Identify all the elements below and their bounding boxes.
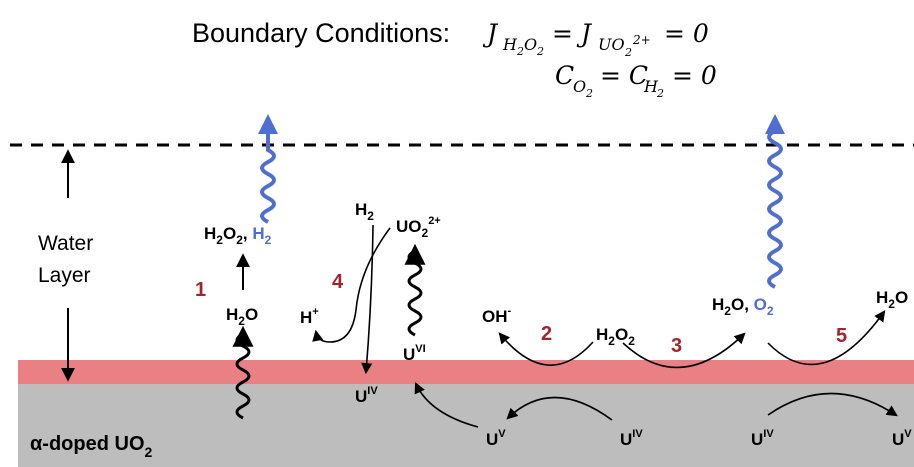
reaction-3-arrow <box>622 332 746 369</box>
uv-to-uvi-arrow <box>414 381 479 428</box>
oxidation-arrow-uv-uiv <box>506 396 613 421</box>
step-4: 4 <box>332 271 344 293</box>
h2o2-label: H2O2 <box>596 325 635 348</box>
uvi-dissolution-wave <box>404 243 426 337</box>
step-3: 3 <box>671 335 682 357</box>
equation-concentration: C O 2 = C H 2 = 0 <box>555 61 717 100</box>
h2o-label-1: H2O <box>226 305 258 328</box>
svg-text:2: 2 <box>656 87 664 100</box>
svg-text:O: O <box>524 35 537 54</box>
o2-diffusion-wave <box>765 114 785 289</box>
reaction-5-arrow-up <box>767 310 886 366</box>
uo2-2plus-label: UO22+ <box>396 215 441 240</box>
svg-text:2: 2 <box>585 87 593 100</box>
svg-text:H: H <box>643 77 659 96</box>
equation-flux: J H 2 O 2 = J UO 2 2+ = 0 <box>482 19 709 59</box>
uo2-substrate <box>18 382 914 467</box>
h2-diffusion-wave <box>258 114 278 224</box>
svg-text:= 0: = 0 <box>672 61 717 90</box>
reaction-5-arrow-down <box>767 392 898 417</box>
svg-text:J: J <box>482 19 499 48</box>
water-label: Water <box>38 232 93 255</box>
h2o-o2-label: H2O, O2 <box>712 295 774 318</box>
step-5: 5 <box>836 325 847 347</box>
svg-text:C: C <box>555 61 574 90</box>
h2o2-h2-label: H2O2, H2 <box>204 224 272 247</box>
svg-text:O: O <box>573 77 586 96</box>
svg-text:2: 2 <box>536 45 544 58</box>
svg-text:2: 2 <box>624 46 632 59</box>
svg-text:= 0: = 0 <box>664 19 709 48</box>
svg-text:= C: = C <box>600 61 648 90</box>
svg-text:H: H <box>502 35 518 54</box>
step-2: 2 <box>541 323 552 345</box>
h2-label: H2 <box>355 200 374 223</box>
layer-label: Layer <box>38 264 91 287</box>
oh-label: OH- <box>482 305 512 326</box>
hplus-label: H+ <box>300 306 319 327</box>
svg-text:UO: UO <box>598 35 625 54</box>
svg-text:2: 2 <box>516 45 524 58</box>
svg-text:= J: = J <box>552 19 593 48</box>
reaction-4-hplus-arrow <box>312 227 391 343</box>
substrate-label: α-doped UO2 <box>30 433 153 460</box>
h2o-label-right: H2O <box>876 288 908 311</box>
step-1: 1 <box>195 279 206 301</box>
reaction-4-h2-arrow <box>361 224 374 375</box>
boundary-title: Boundary Conditions: <box>192 18 450 48</box>
svg-text:2+: 2+ <box>632 33 651 47</box>
reaction-2-arrow <box>498 332 594 366</box>
surface-layer <box>18 360 914 384</box>
radiation-wave-1 <box>232 325 254 420</box>
